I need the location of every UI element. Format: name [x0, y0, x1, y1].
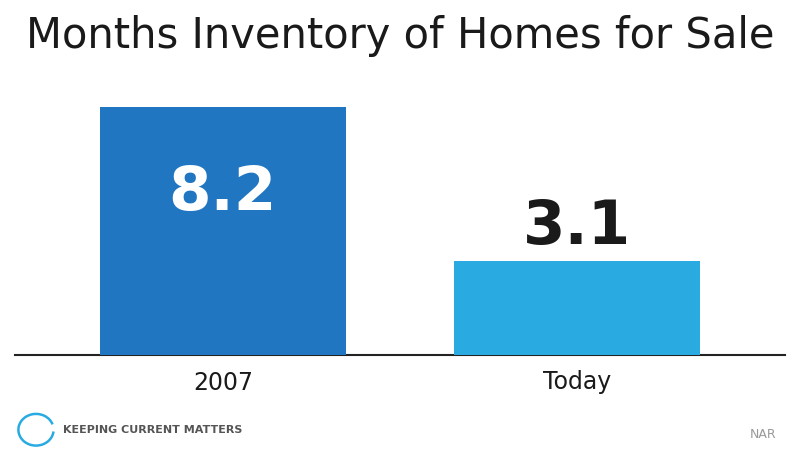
Text: KEEPING CURRENT MATTERS: KEEPING CURRENT MATTERS: [63, 425, 242, 435]
Bar: [454, 261, 700, 355]
Text: NAR: NAR: [750, 428, 776, 441]
Title: Months Inventory of Homes for Sale: Months Inventory of Homes for Sale: [26, 15, 774, 57]
Text: 8.2: 8.2: [169, 164, 277, 223]
Text: 3.1: 3.1: [523, 198, 631, 257]
Bar: [100, 107, 346, 355]
